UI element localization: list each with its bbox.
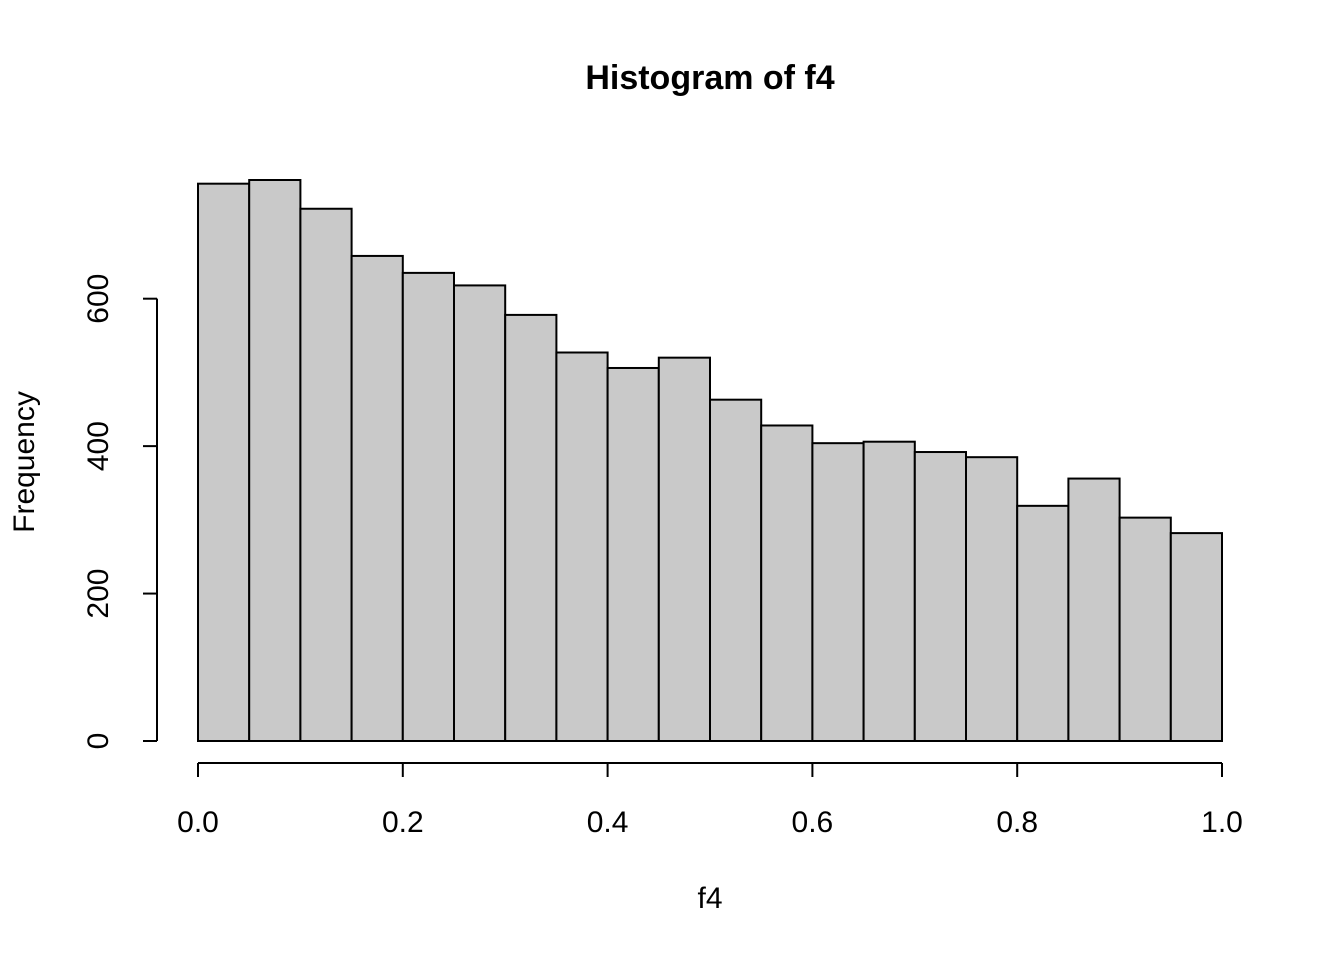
bar [350,254,404,742]
bar [862,440,916,742]
bar [760,424,814,742]
bar [453,284,507,742]
bar [1067,477,1121,742]
x-tick-label: 0.6 [792,806,834,839]
bar [197,182,251,743]
chart-title: Histogram of f4 [585,59,834,97]
bar [1118,516,1172,743]
y-tick-label: 600 [82,274,115,324]
bar [555,351,609,742]
x-tick-label: 1.0 [1201,806,1243,839]
bar [401,271,455,742]
bar [913,451,967,742]
bar [606,366,660,742]
y-tick-label: 0 [82,733,115,750]
x-tick-label: 0.0 [177,806,219,839]
y-axis-label: Frequency [8,391,41,533]
bar [1016,504,1070,743]
y-tick-label: 400 [82,421,115,471]
bar [709,398,763,742]
bar [504,313,558,742]
bar [657,356,711,742]
x-tick-label: 0.4 [587,806,629,839]
bar [248,179,302,742]
y-tick-label: 200 [82,569,115,619]
x-tick-label: 0.2 [382,806,424,839]
bar [1169,532,1224,743]
x-tick-label: 0.8 [996,806,1038,839]
bar [811,442,865,742]
bar [965,456,1019,742]
x-axis-label: f4 [697,882,722,915]
bar [299,207,353,743]
